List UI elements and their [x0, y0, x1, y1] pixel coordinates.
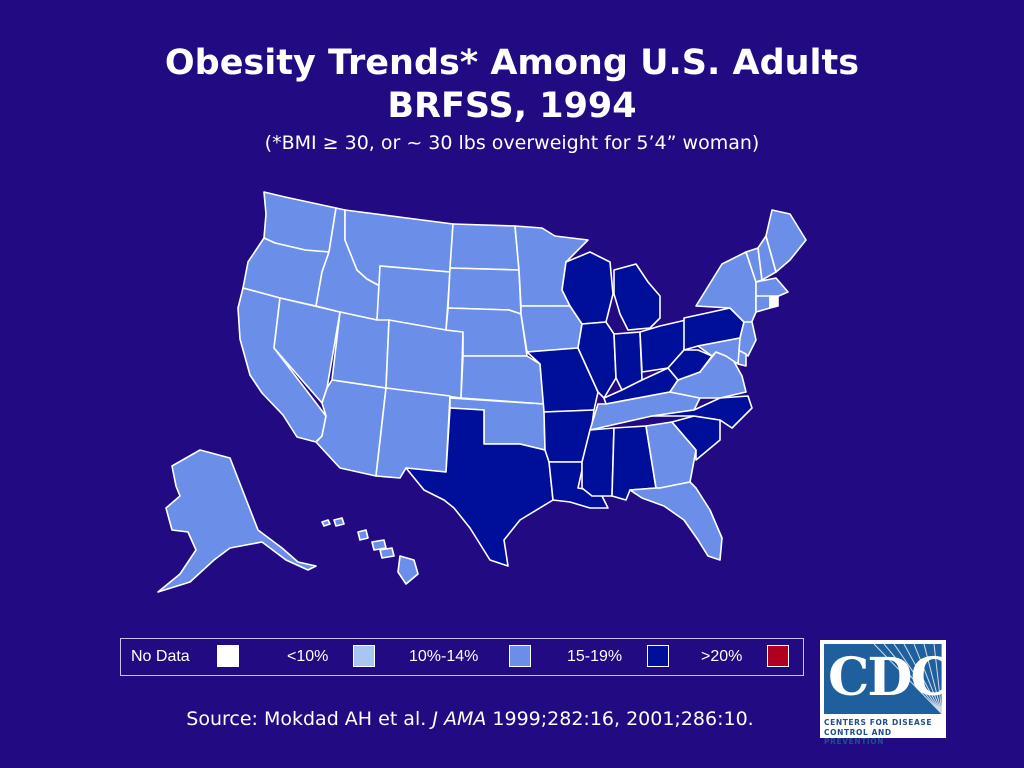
- legend-swatch-no-data: [217, 645, 239, 667]
- state-KS: [460, 355, 545, 405]
- state-TN: [589, 391, 701, 431]
- state-ND: [449, 223, 520, 271]
- legend-swatch-over-20: [767, 645, 789, 667]
- legend-swatch-10-14: [509, 645, 531, 667]
- subtitle: (*BMI ≥ 30, or ~ 30 lbs overweight for 5…: [264, 132, 760, 154]
- state-RI: [769, 295, 779, 309]
- state-IA: [520, 305, 583, 353]
- state-FL: [629, 481, 723, 561]
- legend-label-no-data: No Data: [131, 648, 190, 665]
- source-suffix: 1999;282:16, 2001;286:10.: [486, 708, 754, 730]
- source-citation: Source: Mokdad AH et al. J AMA 1999;282:…: [0, 708, 940, 730]
- title-line-1: Obesity Trends* Among U.S. Adults: [164, 43, 860, 83]
- cdc-logo: CDC CENTERS FOR DISEASE CONTROL AND PREV…: [820, 640, 946, 746]
- title-line-2: BRFSS, 1994: [387, 86, 637, 126]
- state-HI: [321, 517, 419, 585]
- cdc-logo-letters: CDC: [828, 647, 942, 708]
- cdc-logo-line2: CONTROL AND PREVENTION: [824, 728, 892, 746]
- state-CT: [755, 295, 771, 313]
- cdc-logo-mark: CDC: [824, 644, 942, 714]
- state-SD: [447, 267, 522, 315]
- legend-label-15-19: 15-19%: [567, 648, 623, 665]
- legend-label-10-14: 10%-14%: [409, 648, 479, 665]
- state-AZ: [315, 379, 387, 477]
- state-MD: [697, 337, 741, 365]
- source-prefix: Source: Mokdad AH et al.: [186, 708, 427, 730]
- legend-swatch-15-19: [647, 645, 669, 667]
- state-ME: [765, 209, 807, 273]
- state-UT: [331, 311, 390, 389]
- state-TX: [405, 407, 554, 567]
- state-MA: [755, 277, 789, 299]
- legend-label-under-10: <10%: [287, 648, 329, 665]
- state-NC: [651, 395, 753, 429]
- legend-label-over-20: >20%: [701, 648, 743, 665]
- state-CO: [385, 319, 464, 399]
- cdc-logo-line1: CENTERS FOR DISEASE: [824, 718, 933, 727]
- source-journal: J AMA: [432, 708, 487, 730]
- state-AK: [157, 449, 317, 593]
- state-MI: [613, 263, 661, 331]
- legend: No Data <10% 10%-14% 15-19% >20%: [120, 638, 804, 676]
- legend-swatch-under-10: [353, 645, 375, 667]
- cdc-logo-rays-icon: [873, 644, 942, 714]
- state-NM: [375, 387, 451, 479]
